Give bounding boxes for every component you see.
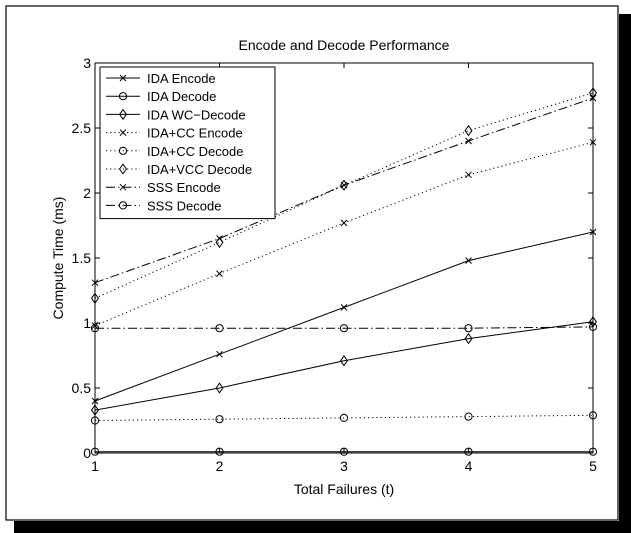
data-point xyxy=(464,332,473,345)
x-tick-label: 2 xyxy=(216,458,224,474)
data-point xyxy=(339,413,349,422)
x-tick-label: 4 xyxy=(465,458,473,474)
data-point xyxy=(588,447,598,456)
y-tick-label: 0 xyxy=(83,445,91,461)
data-point xyxy=(90,416,100,425)
legend-marker xyxy=(118,92,128,101)
data-point xyxy=(91,397,99,405)
data-point xyxy=(90,324,100,333)
data-point xyxy=(91,322,99,329)
series-2 xyxy=(90,316,598,416)
series-3 xyxy=(91,138,597,329)
series-layer xyxy=(90,87,598,456)
data-point xyxy=(340,181,348,189)
data-point xyxy=(464,447,473,456)
series-line xyxy=(95,326,594,329)
legend-marker xyxy=(119,129,127,136)
series-line xyxy=(94,321,594,411)
legend-label: IDA Encode xyxy=(147,71,216,86)
data-point xyxy=(464,324,473,333)
data-point xyxy=(589,94,597,102)
data-point xyxy=(215,382,224,394)
data-point xyxy=(465,257,472,264)
data-point xyxy=(465,137,472,145)
legend-marker xyxy=(119,74,127,82)
series-0 xyxy=(91,228,597,405)
data-point xyxy=(339,355,349,367)
data-point xyxy=(90,404,100,416)
data-point xyxy=(464,412,473,421)
data-point xyxy=(589,138,597,146)
y-axis-label: Compute Time (ms) xyxy=(50,197,66,320)
legend-label: IDA+CC Encode xyxy=(147,126,243,141)
axis-ticks: 1 2 3 4 5 0 0.5 1 1.5 2 2.5 3 xyxy=(72,55,598,474)
data-point xyxy=(216,350,223,358)
y-tick-label: 1.5 xyxy=(72,250,92,266)
legend-label: IDA+VCC Decode xyxy=(147,162,252,177)
legend-marker xyxy=(118,108,128,121)
data-point xyxy=(91,279,99,287)
x-tick-label: 1 xyxy=(91,458,99,474)
data-point xyxy=(588,316,598,328)
data-point xyxy=(90,447,100,456)
data-point xyxy=(588,411,598,420)
data-point xyxy=(216,270,223,277)
legend-label: IDA+CC Decode xyxy=(147,144,243,159)
frame-shadow-right xyxy=(619,14,631,533)
y-tick-label: 2.5 xyxy=(72,120,92,136)
frame-shadow-bottom xyxy=(14,521,631,533)
data-point xyxy=(340,219,348,227)
data-point xyxy=(588,322,598,331)
legend-box xyxy=(99,66,276,220)
y-tick-label: 0.5 xyxy=(72,380,92,396)
data-point xyxy=(339,324,349,333)
data-point xyxy=(465,171,472,179)
series-4 xyxy=(90,411,598,425)
data-point xyxy=(215,415,224,424)
legend-marker xyxy=(118,201,128,210)
series-1 xyxy=(90,447,598,456)
chart-title: Encode and Decode Performance xyxy=(239,37,450,53)
legend: IDA Encode IDA Decode IDA WC−Decode IDA+CC … xyxy=(99,66,276,220)
x-tick-label: 5 xyxy=(589,458,597,474)
legend-label: IDA WC−Decode xyxy=(147,107,246,122)
data-point xyxy=(216,235,223,242)
data-point xyxy=(340,304,348,311)
series-6 xyxy=(91,94,597,287)
y-tick-label: 1 xyxy=(83,315,91,331)
data-point xyxy=(215,324,224,333)
y-tick-label: 3 xyxy=(83,55,91,71)
y-tick-label: 2 xyxy=(83,185,91,201)
data-point xyxy=(215,447,224,456)
series-7 xyxy=(90,322,598,333)
legend-label: SSS Encode xyxy=(147,180,221,195)
data-point xyxy=(339,447,349,456)
x-tick-label: 3 xyxy=(340,458,348,474)
legend-label: IDA Decode xyxy=(147,89,216,104)
legend-marker xyxy=(118,163,128,175)
legend-marker xyxy=(119,183,127,191)
x-axis-label: Total Failures (t) xyxy=(294,481,394,497)
data-point xyxy=(90,292,100,304)
data-point xyxy=(589,228,597,236)
legend-marker xyxy=(118,146,128,155)
data-point xyxy=(464,124,473,137)
legend-label: SSS Decode xyxy=(147,198,221,213)
